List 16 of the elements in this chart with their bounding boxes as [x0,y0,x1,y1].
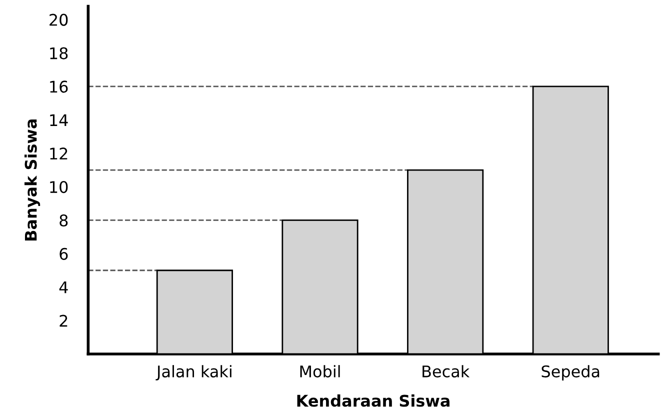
x-tick-label: Becak [422,365,470,378]
y-tick-label: 2 [60,314,68,327]
x-tick-label: Jalan kaki [156,365,232,380]
y-tick-label: 12 [50,148,68,160]
y-axis-title: Banyak Siswa [24,119,40,240]
y-tick-label: 14 [50,114,68,126]
y-tick-label: 8 [60,214,68,227]
y-tick-label: 10 [50,180,68,194]
y-tick-label: 4 [59,282,68,294]
x-tick-label: Sepeda [542,365,600,381]
x-axis-title: Kendaraan Siswa [297,394,450,407]
y-tick-label: 6 [60,248,68,260]
y-tick-label: 16 [50,80,68,93]
x-tick-label: Mobil [300,365,340,378]
y-tick-label: 20 [50,14,68,26]
y-tick-label: 18 [50,47,68,60]
